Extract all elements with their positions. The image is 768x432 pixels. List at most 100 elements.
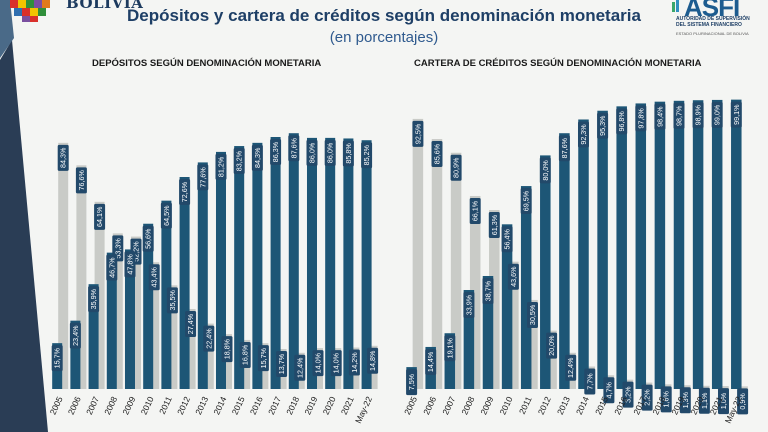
- deposits-year-label: 2018: [284, 395, 301, 417]
- svg-text:99,1%: 99,1%: [732, 104, 741, 125]
- deposits-year-label: 2020: [321, 395, 338, 417]
- svg-text:12,4%: 12,4%: [295, 357, 304, 378]
- deposits-year-label: 2012: [175, 395, 192, 417]
- loans-foreign-bar: [489, 210, 500, 389]
- svg-text:64,1%: 64,1%: [95, 206, 104, 227]
- svg-text:15,7%: 15,7%: [53, 347, 62, 368]
- deposits-foreign-label: 27,4%: [185, 310, 197, 337]
- deposits-year-label: 2017: [266, 395, 283, 417]
- loans-year-label: 2012: [536, 395, 553, 417]
- loans-year-label: 2007: [440, 395, 457, 417]
- deposits-foreign-bar: [203, 323, 214, 389]
- svg-text:35,9%: 35,9%: [89, 288, 98, 309]
- svg-text:7,5%: 7,5%: [407, 373, 416, 390]
- svg-text:76,6%: 76,6%: [77, 170, 86, 191]
- deposits-foreign-bar: [185, 308, 196, 389]
- loans-boliviano-bar: [578, 119, 589, 389]
- loans-boliviano-bar: [597, 110, 608, 389]
- deposits-boliviano-label: 46,7%: [106, 254, 118, 281]
- svg-text:18,8%: 18,8%: [222, 338, 231, 359]
- svg-text:30,5%: 30,5%: [528, 304, 537, 325]
- svg-text:56,4%: 56,4%: [503, 229, 512, 250]
- asfi-logo-mark: [672, 0, 679, 12]
- svg-text:86,0%: 86,0%: [307, 142, 316, 163]
- svg-text:86,0%: 86,0%: [326, 142, 335, 163]
- asfi-logo-line2: DEL SISTEMA FINANCIERO: [676, 22, 742, 28]
- svg-text:46,7%: 46,7%: [107, 257, 116, 278]
- svg-text:13,7%: 13,7%: [277, 353, 286, 374]
- svg-text:23,4%: 23,4%: [71, 325, 80, 346]
- loans-boliviano-bar: [501, 224, 513, 389]
- asfi-logo-text: ASFI: [684, 0, 740, 22]
- svg-text:77,6%: 77,6%: [198, 167, 207, 188]
- deposits-foreign-bar: [58, 142, 69, 389]
- deposits-foreign-bar: [167, 285, 178, 389]
- svg-text:97,8%: 97,8%: [636, 108, 645, 129]
- svg-text:92,5%: 92,5%: [413, 123, 422, 144]
- loans-boliviano-label: 98,4%: [654, 103, 666, 130]
- svg-text:92,3%: 92,3%: [579, 124, 588, 145]
- deposits-boliviano-label: 64,5%: [160, 202, 172, 229]
- deposits-year-label: 2016: [248, 395, 265, 417]
- loans-boliviano-label: 99,0%: [711, 101, 723, 128]
- deposits-boliviano-bar: [234, 146, 245, 389]
- svg-text:14,0%: 14,0%: [313, 352, 322, 373]
- loans-boliviano-label: 38,7%: [482, 277, 494, 304]
- svg-text:99,0%: 99,0%: [713, 104, 722, 125]
- loans-foreign-bar: [431, 139, 443, 389]
- loans-foreign-bar: [412, 118, 424, 390]
- loans-boliviano-label: 98,7%: [673, 102, 685, 129]
- deposits-boliviano-bar: [88, 284, 99, 389]
- asfi-logo-line1: AUTORIDAD DE SUPERVISIÓN: [676, 16, 750, 22]
- loans-boliviano-label: 56,4%: [501, 226, 513, 253]
- deposits-boliviano-bar: [215, 151, 226, 389]
- deposits-boliviano-bar: [179, 177, 190, 389]
- svg-text:85,2%: 85,2%: [362, 144, 371, 165]
- loans-boliviano-bar: [654, 101, 666, 389]
- loans-foreign-bar: [508, 261, 519, 389]
- svg-text:14,4%: 14,4%: [426, 351, 435, 372]
- deposits-year-label: 2010: [139, 395, 156, 417]
- deposits-foreign-label: 16,8%: [239, 341, 251, 368]
- deposits-foreign-label: 22,4%: [203, 325, 215, 352]
- svg-text:83,2%: 83,2%: [235, 150, 244, 171]
- loans-boliviano-label: 92,3%: [577, 121, 589, 148]
- svg-text:43,4%: 43,4%: [150, 266, 159, 287]
- deposits-foreign-label: 13,7%: [276, 350, 288, 377]
- loans-foreign-label: 30,5%: [526, 301, 538, 328]
- loans-foreign-label: 92,5%: [412, 120, 424, 147]
- deposits-boliviano-label: 47,8%: [124, 251, 136, 278]
- deposits-boliviano-label: 85,2%: [361, 142, 373, 169]
- loans-foreign-label: 7,7%: [584, 368, 596, 395]
- svg-text:12,4%: 12,4%: [566, 357, 575, 378]
- deposits-year-label: 2011: [157, 395, 174, 416]
- deposits-year-label: 2015: [230, 395, 247, 417]
- deposits-boliviano-label: 72,6%: [179, 179, 191, 206]
- loans-year-label: 2011: [517, 395, 534, 416]
- chart-title-deposits: DEPÓSITOS SEGÚN DENOMINACIÓN MONETARIA: [92, 58, 322, 69]
- loans-boliviano-label: 97,8%: [635, 105, 647, 132]
- loans-foreign-label: 2,2%: [641, 384, 653, 411]
- deposits-boliviano-bar: [288, 133, 299, 389]
- loans-foreign-bar: [450, 152, 462, 389]
- deposits-year-label: 2009: [120, 395, 137, 417]
- svg-text:16,8%: 16,8%: [241, 344, 250, 365]
- svg-text:0,9%: 0,9%: [738, 393, 747, 410]
- deposits-boliviano-label: 23,4%: [69, 322, 81, 349]
- deposits-foreign-bar: [94, 201, 105, 389]
- svg-text:38,7%: 38,7%: [483, 280, 492, 301]
- svg-text:72,6%: 72,6%: [180, 181, 189, 202]
- page-title: Depósitos y cartera de créditos según de…: [127, 6, 641, 25]
- loans-foreign-bar: [718, 386, 729, 389]
- deposits-boliviano-bar: [197, 162, 208, 389]
- svg-text:98,4%: 98,4%: [655, 106, 664, 127]
- loans-boliviano-bar: [540, 155, 551, 389]
- svg-text:4,7%: 4,7%: [604, 381, 613, 398]
- deposits-boliviano-bar: [124, 249, 135, 389]
- svg-text:35,5%: 35,5%: [168, 290, 177, 311]
- svg-text:14,2%: 14,2%: [350, 352, 359, 373]
- svg-text:14,8%: 14,8%: [368, 350, 377, 371]
- loans-foreign-bar: [527, 299, 538, 389]
- loans-foreign-bar: [469, 195, 481, 389]
- loans-boliviano-label: 95,3%: [597, 112, 609, 139]
